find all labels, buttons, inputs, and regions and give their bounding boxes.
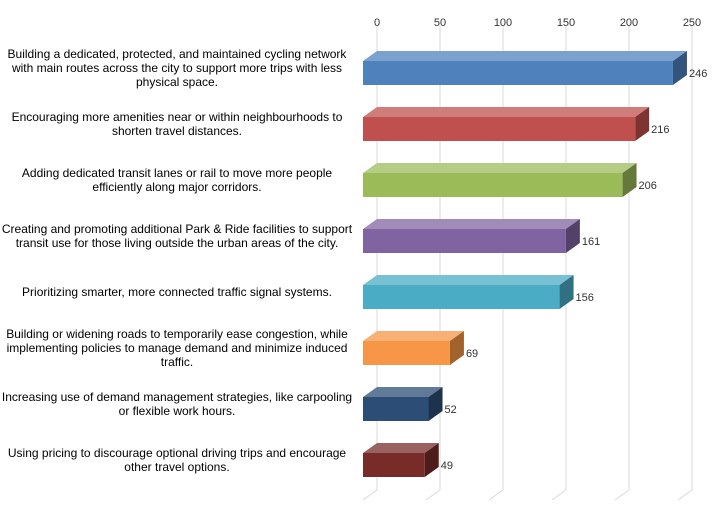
grid-line-floor [677, 489, 693, 501]
x-tick-label: 250 [683, 17, 701, 29]
bar-top-face [363, 275, 574, 285]
value-labels: 246 216 206 161 156 69 52 49 [441, 68, 708, 472]
bar [363, 219, 580, 253]
x-tick-label: 50 [434, 17, 446, 29]
category-label: Creating and promoting additional Park &… [1, 222, 353, 250]
category-label: Encouraging more amenities near or withi… [11, 110, 343, 138]
data-label: 49 [441, 460, 453, 472]
bar-end-face [622, 163, 637, 197]
bar [363, 51, 687, 85]
bar-top-face [363, 219, 580, 229]
x-tick-label: 0 [374, 17, 380, 29]
data-label: 69 [466, 348, 478, 360]
bar-end-face [424, 443, 439, 477]
category-label: Building a dedicated, protected, and mai… [7, 47, 347, 89]
grid-line-floor [362, 489, 378, 501]
bar-top-face [363, 443, 439, 453]
grid-line-floor [425, 489, 441, 501]
grid-lines [362, 26, 693, 501]
bar-front-face [363, 341, 450, 365]
data-label: 216 [651, 124, 669, 136]
bar-top-face [363, 387, 443, 397]
bar-end-face [635, 107, 650, 141]
data-label: 52 [445, 404, 457, 416]
grid-line-floor [614, 489, 630, 501]
bar-front-face [363, 453, 425, 477]
bar-end-face [672, 51, 687, 85]
bar-top-face [363, 163, 637, 173]
category-label: Building or widening roads to temporaril… [6, 327, 348, 369]
category-label: Increasing use of demand management stra… [1, 390, 353, 418]
bar-end-face [565, 219, 580, 253]
data-label: 161 [582, 236, 600, 248]
category-label: Using pricing to discourage optional dri… [7, 446, 347, 474]
bar-top-face [363, 331, 464, 341]
bar-end-face [428, 387, 443, 421]
bar [363, 331, 464, 365]
bar [363, 107, 650, 141]
bar-front-face [363, 285, 560, 309]
category-label: Prioritizing smarter, more connected tra… [22, 285, 332, 299]
bar [363, 275, 574, 309]
category-label: Adding dedicated transit lanes or rail t… [21, 166, 333, 194]
bar-top-face [363, 107, 650, 117]
data-label: 246 [689, 68, 707, 80]
grid-line-floor [551, 489, 567, 501]
bar [363, 163, 637, 197]
bar-front-face [363, 173, 623, 197]
bar-front-face [363, 229, 566, 253]
grid-line-floor [488, 489, 504, 501]
data-label: 156 [576, 292, 594, 304]
bar-front-face [363, 117, 636, 141]
x-axis-ticks: 0 50 100 150 200 250 [374, 17, 701, 29]
data-label: 206 [639, 180, 657, 192]
bar [363, 387, 443, 421]
x-tick-label: 100 [494, 17, 512, 29]
bars [363, 51, 687, 477]
x-tick-label: 200 [620, 17, 638, 29]
bar-end-face [559, 275, 574, 309]
bar-end-face [449, 331, 464, 365]
bar-front-face [363, 61, 673, 85]
bar-front-face [363, 397, 429, 421]
bar [363, 443, 439, 477]
bar-top-face [363, 51, 687, 61]
x-tick-label: 150 [557, 17, 575, 29]
